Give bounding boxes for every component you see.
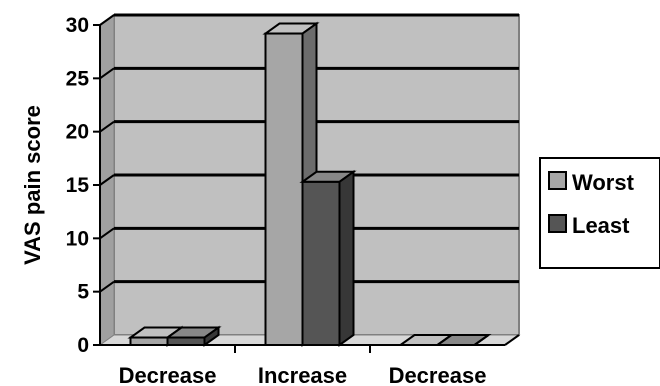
x-category-label: Decrease [119, 363, 217, 386]
gridline-side [99, 227, 115, 240]
bar-least-1 [299, 169, 357, 347]
legend-swatch-worst [548, 171, 567, 190]
bar-front [129, 336, 169, 346]
bars [127, 21, 492, 347]
y-tick-label: 10 [66, 227, 89, 250]
y-tick-label: 0 [77, 334, 89, 357]
y-axis-title: VAS pain score [20, 105, 45, 265]
legend-label-least: Least [572, 213, 630, 238]
x-category-label: Increase [258, 363, 347, 386]
x-axis-end [504, 334, 520, 346]
gridline-side [99, 280, 115, 293]
legend-label-worst: Worst [572, 170, 635, 195]
gridline-side [99, 14, 115, 26]
legend: Worst Least [539, 157, 660, 269]
bar-least-2 [434, 334, 492, 346]
bar-front [264, 32, 304, 347]
gridline-side [99, 120, 115, 133]
bar-front [166, 336, 206, 346]
bar-side [203, 325, 220, 347]
bar-least-0 [164, 325, 222, 347]
y-tick-label: 15 [66, 174, 90, 197]
gridline-side [99, 67, 115, 80]
legend-swatch-least [548, 214, 567, 233]
bar-side [473, 334, 490, 346]
y-tick-label: 25 [66, 67, 90, 90]
axis-labels: 0 5 10 15 20 25 30 Decrease Increase Decrease [66, 14, 487, 386]
gridline-side [99, 174, 115, 186]
y-tick-label: 30 [66, 14, 89, 37]
y-tick-label: 5 [77, 281, 89, 304]
y-tick-label: 20 [66, 121, 89, 144]
bar-side [338, 169, 355, 347]
x-category-label: Decrease [389, 363, 487, 386]
legend-box [539, 157, 660, 269]
bar-front [301, 180, 341, 346]
